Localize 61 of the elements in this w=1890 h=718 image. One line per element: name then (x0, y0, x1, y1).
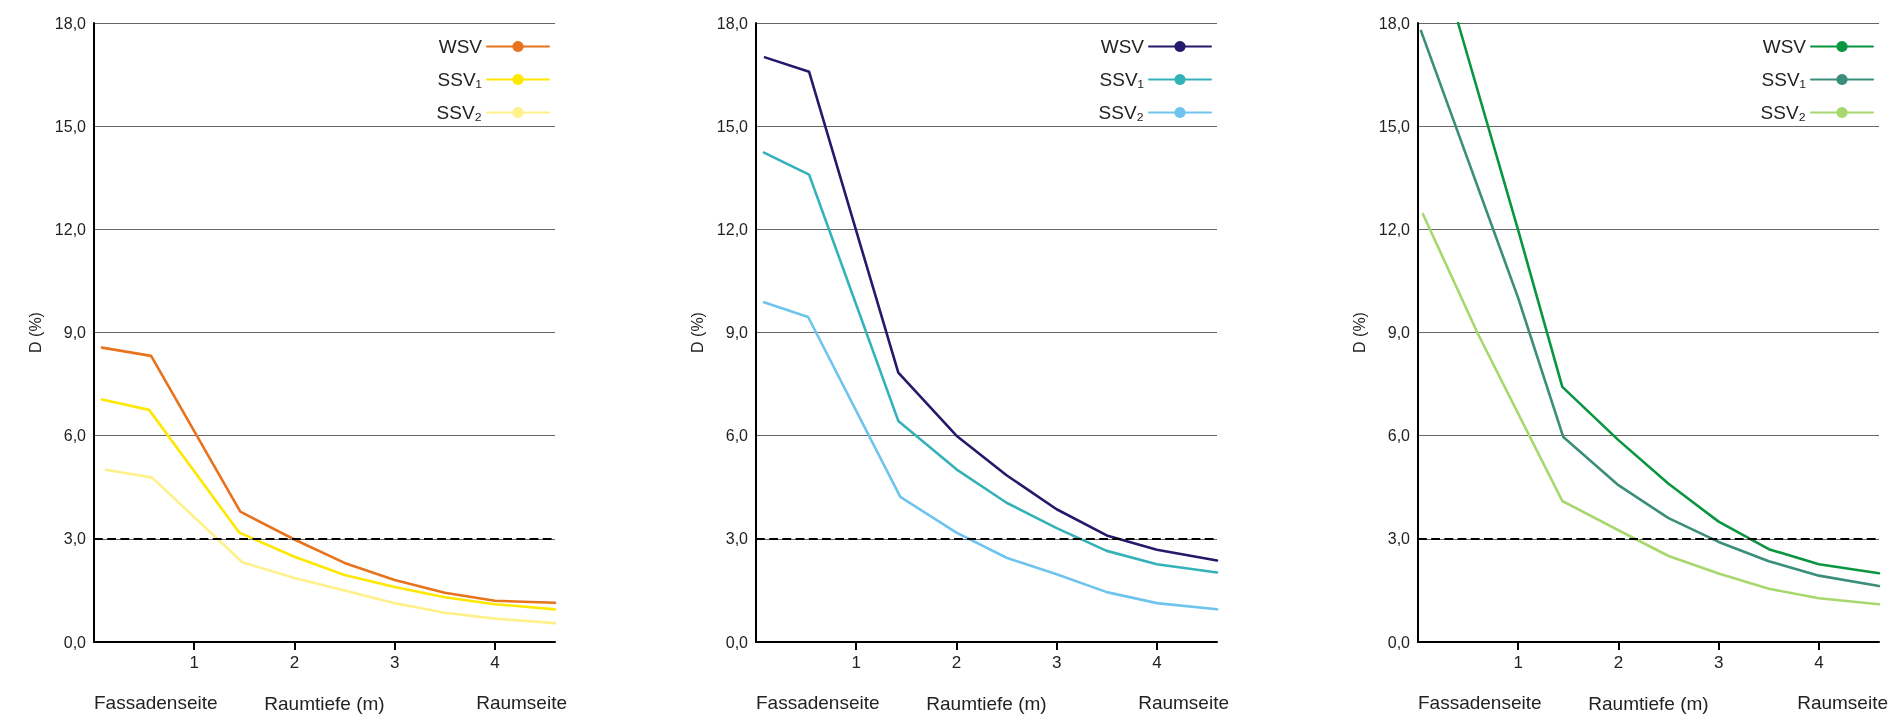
line-series (762, 300, 1219, 611)
line-series (1421, 212, 1881, 606)
x-tick-label: 4 (490, 653, 500, 672)
y-tick-label: 15,0 (716, 117, 749, 135)
y-tick-label: 18,0 (716, 14, 749, 32)
y-tick-label: 0,0 (1387, 633, 1411, 651)
y-tick-label: 15,0 (54, 117, 87, 135)
y-tick-label: 18,0 (1378, 14, 1411, 32)
x-tick-label: 2 (951, 653, 962, 672)
x-tick-label: 2 (289, 653, 300, 672)
text: Raumseite (1138, 692, 1230, 713)
text: Raumseite (1797, 692, 1889, 713)
y-tick-label: 6,0 (1387, 427, 1411, 445)
x-tick-label: 3 (1051, 653, 1062, 672)
text: Raumseite (476, 692, 568, 713)
text: Fassadenseite (756, 692, 880, 713)
line-series (104, 468, 557, 625)
y-tick-label: 12,0 (54, 220, 87, 238)
x-axis-title: Raumtiefe (m) (926, 693, 1047, 714)
x-tick-label: 4 (1814, 653, 1824, 672)
y-tick-label: 9,0 (725, 324, 749, 341)
text: Fassadenseite (1418, 692, 1542, 713)
x-tick-label: 1 (189, 653, 199, 672)
y-tick-label: 9,0 (1387, 324, 1411, 341)
y-tick-label: 6,0 (725, 427, 749, 445)
y-tick-label: 12,0 (1378, 220, 1411, 238)
x-tick-label: 4 (1152, 653, 1162, 672)
y-tick-label: 0,0 (63, 633, 87, 651)
legend-label: SSV₁ (437, 69, 482, 90)
y-tick-label: 18,0 (54, 14, 87, 32)
legend-label: SSV₁ (1099, 69, 1144, 90)
y-tick-label: 0,0 (725, 633, 749, 651)
x-tick-label: 2 (1613, 653, 1624, 672)
y-tick-label: 3,0 (725, 530, 749, 548)
x-tick-label: 1 (851, 653, 861, 672)
line-series (100, 398, 557, 611)
legend-label: SSV₂ (436, 102, 482, 123)
legend-label: WSV (1100, 36, 1145, 57)
y-tick-label: 3,0 (63, 530, 87, 548)
x-tick-label: 3 (389, 653, 400, 672)
y-tick-label: 15,0 (1378, 117, 1411, 135)
legend-label: SSV₂ (1098, 102, 1144, 123)
y-tick-label: 12,0 (716, 220, 749, 238)
line-series (762, 151, 1219, 574)
y-tick-label: 9,0 (63, 324, 87, 341)
x-axis-title: Raumtiefe (m) (1588, 693, 1709, 714)
y-axis-title: D (%) (1351, 312, 1369, 353)
x-tick-label: 3 (1713, 653, 1724, 672)
y-tick-label: 3,0 (1387, 530, 1411, 548)
x-axis-title: Raumtiefe (m) (264, 693, 385, 714)
legend-label: SSV₂ (1760, 102, 1806, 123)
y-axis-title: D (%) (27, 312, 45, 353)
x-tick-label: 1 (1513, 653, 1523, 672)
line-series (763, 56, 1219, 562)
legend-label: SSV₁ (1761, 69, 1806, 90)
y-axis-title: D (%) (689, 312, 707, 353)
y-tick-label: 6,0 (63, 427, 87, 445)
text: Fassadenseite (94, 692, 218, 713)
legend-label: WSV (438, 36, 483, 57)
line-series (100, 346, 557, 605)
legend-label: WSV (1762, 36, 1807, 57)
